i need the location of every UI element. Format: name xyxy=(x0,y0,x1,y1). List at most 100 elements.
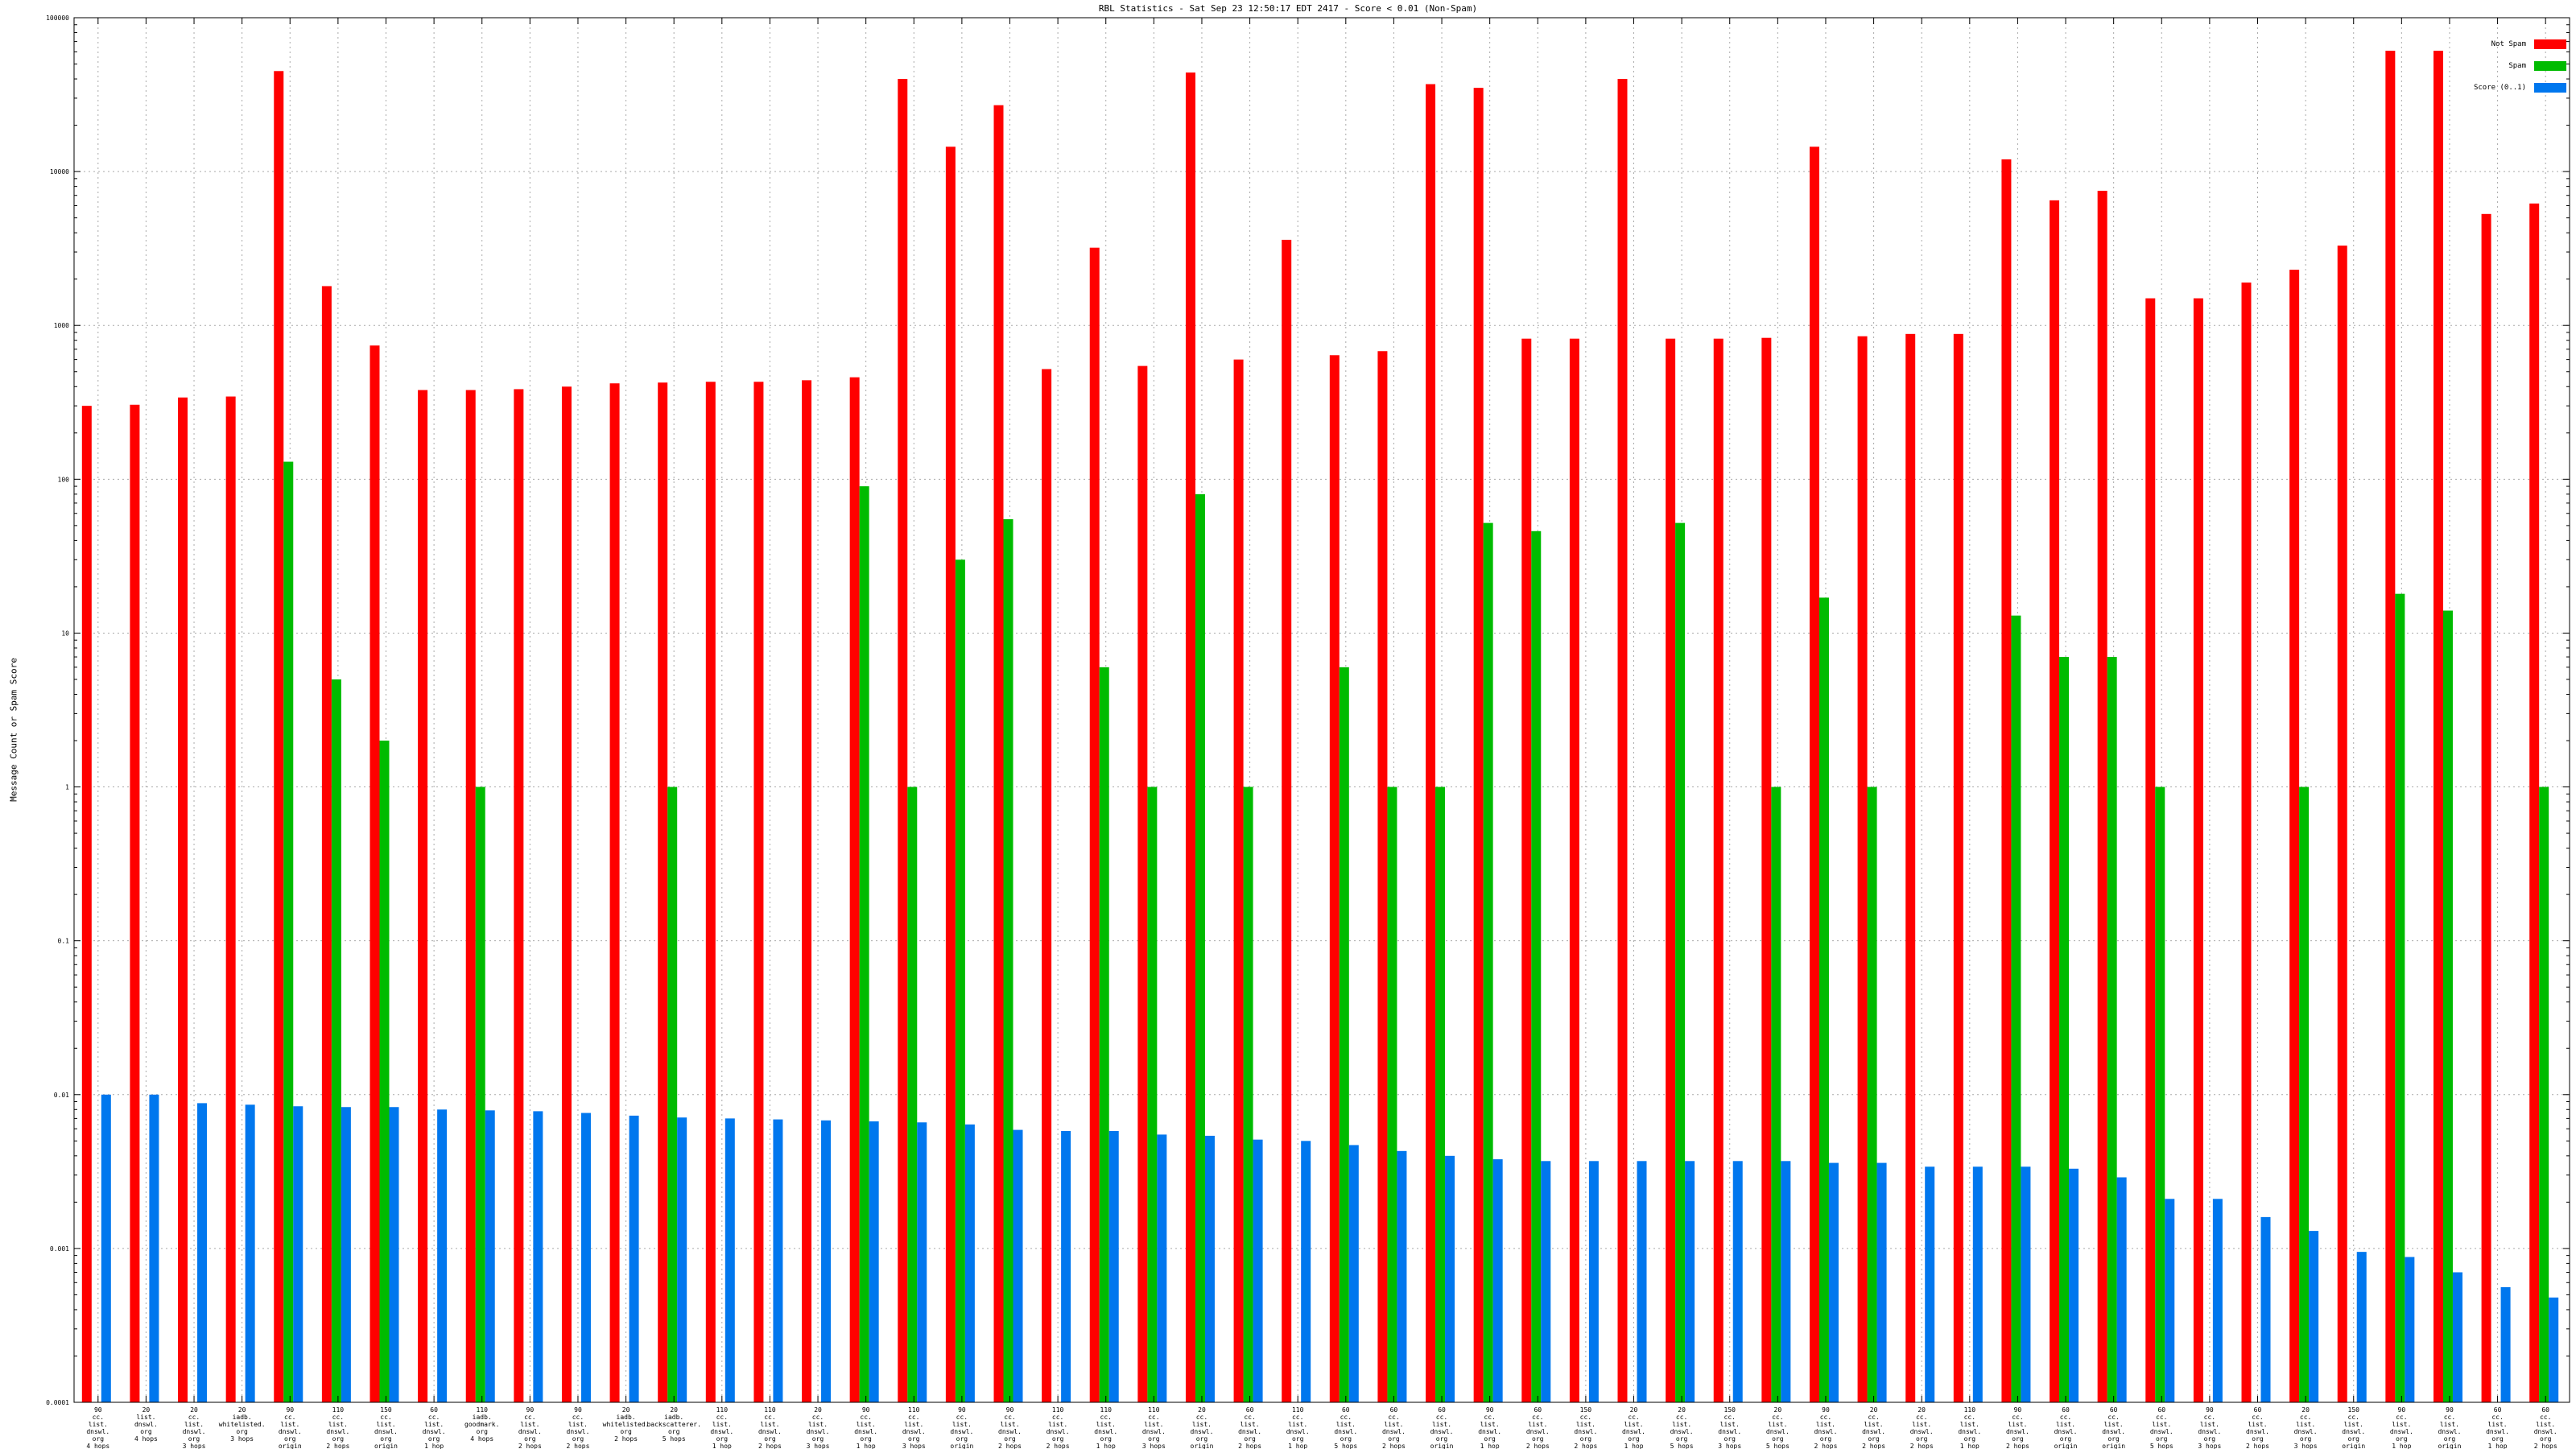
x-tick-label-line: org xyxy=(1436,1435,1448,1443)
x-tick-label-line: 2 hops xyxy=(1910,1443,1934,1449)
bar-not-spam xyxy=(2289,270,2300,1402)
x-tick-label-line: dnswl. xyxy=(1478,1428,1501,1435)
bar-score-0-1 xyxy=(1157,1134,1167,1402)
x-tick-label: 110 cc. list. dnswl. org 2 hops xyxy=(758,1406,782,1449)
x-tick-label-line: cc. xyxy=(1868,1414,1879,1421)
x-tick-label-line: 150 xyxy=(380,1406,392,1414)
x-tick-label-line: 1 hop xyxy=(857,1443,876,1449)
x-tick-label-line: org xyxy=(2444,1435,2456,1443)
x-tick-label-line: cc. xyxy=(716,1414,728,1421)
x-tick-label-line: list. xyxy=(1096,1421,1116,1428)
x-tick-label-line: dnswl. xyxy=(2054,1428,2078,1435)
x-tick-label-line: org xyxy=(1196,1435,1208,1443)
x-tick-label-line: 1 hop xyxy=(1288,1443,1307,1449)
x-tick-label-line: iadb. xyxy=(617,1414,636,1421)
bar-not-spam xyxy=(1521,338,1532,1402)
x-tick-label-line: cc. xyxy=(1916,1414,1927,1421)
x-tick-label: 90 cc. list. dnswl. org 2 hops xyxy=(518,1406,542,1449)
x-tick-label-line: org xyxy=(2300,1435,2312,1443)
x-tick-label-line: cc. xyxy=(572,1414,584,1421)
bar-score-0-1 xyxy=(1204,1135,1215,1402)
x-tick-label-line: cc. xyxy=(1004,1414,1015,1421)
chart-title: RBL Statistics - Sat Sep 23 12:50:17 EDT… xyxy=(1098,3,1478,14)
x-tick-label-line: cc. xyxy=(1052,1414,1063,1421)
x-tick-label-line: 90 xyxy=(1486,1406,1494,1414)
x-tick-label-line: org xyxy=(1004,1435,1016,1443)
y-tick-label: 0.0001 xyxy=(46,1399,69,1406)
bar-not-spam xyxy=(130,404,140,1402)
x-tick-label: 20 cc. list. dnswl. org 3 hops xyxy=(807,1406,830,1449)
x-tick-label-line: org xyxy=(332,1435,345,1443)
bar-not-spam xyxy=(1426,84,1436,1402)
x-tick-label: 60 cc. list. dnswl. org 2 hops xyxy=(2246,1406,2269,1449)
bar-not-spam xyxy=(1377,351,1388,1402)
x-tick-label-line: whitelisted. xyxy=(219,1421,266,1428)
bar-not-spam xyxy=(369,345,380,1402)
x-tick-label-line: 4 hops xyxy=(470,1435,493,1443)
x-tick-label-line: list. xyxy=(2392,1421,2411,1428)
x-tick-label: 60 cc. list. dnswl. org 2 hops xyxy=(2534,1406,2557,1449)
bar-not-spam xyxy=(321,286,332,1403)
y-tick-label: 0.01 xyxy=(54,1092,69,1099)
bar-spam xyxy=(331,679,341,1402)
bar-not-spam xyxy=(1233,359,1244,1402)
x-tick-label: 150 cc. list. dnswl. org origin xyxy=(2342,1406,2365,1449)
x-tick-label: 60 cc. list. dnswl. org 2 hops xyxy=(1238,1406,1261,1449)
legend-swatch-spam xyxy=(2534,61,2566,71)
bars xyxy=(81,51,2559,1403)
x-tick-label-line: cc. xyxy=(956,1414,968,1421)
x-tick-label-line: cc. xyxy=(2396,1414,2407,1421)
bar-spam xyxy=(1099,667,1109,1402)
x-tick-label-line: org xyxy=(93,1435,105,1443)
x-tick-label-line: list. xyxy=(280,1421,299,1428)
x-tick-label-line: list. xyxy=(89,1421,108,1428)
x-tick-label: 60 cc. list. dnswl. org 2 hops xyxy=(1526,1406,1550,1449)
x-tick-label-line: org xyxy=(1052,1435,1064,1443)
bar-not-spam xyxy=(849,377,860,1402)
bar-score-0-1 xyxy=(1301,1141,1311,1402)
x-tick-label-line: 20 xyxy=(670,1406,678,1414)
bar-not-spam xyxy=(2241,282,2252,1402)
x-tick-label-line: cc. xyxy=(1100,1414,1112,1421)
x-tick-label-line: 1 hop xyxy=(2488,1443,2508,1449)
bar-score-0-1 xyxy=(1876,1162,1887,1402)
legend-swatch-not-spam xyxy=(2534,39,2566,49)
x-tick-label-line: 2 hops xyxy=(326,1443,349,1449)
x-tick-label: 60 cc. list. dnswl. org origin xyxy=(2054,1406,2078,1449)
x-tick-label-line: 90 xyxy=(2398,1406,2406,1414)
legend-label-score: Score (0..1) xyxy=(2473,84,2526,92)
bar-score-0-1 xyxy=(2069,1168,2079,1402)
x-tick-label-line: list. xyxy=(2248,1421,2267,1428)
x-tick-label-line: 60 xyxy=(1342,1406,1350,1414)
bar-not-spam xyxy=(2481,213,2491,1402)
x-tick-label-line: cc. xyxy=(2540,1414,2551,1421)
x-tick-label-line: cc. xyxy=(1244,1414,1255,1421)
x-tick-label-line: cc. xyxy=(332,1414,344,1421)
bar-not-spam xyxy=(274,71,284,1403)
bar-spam xyxy=(1195,493,1205,1402)
x-tick-label: 20 cc. list. dnswl. org 3 hops xyxy=(183,1406,206,1449)
x-tick-label-line: origin xyxy=(1430,1443,1454,1449)
x-tick-label-line: 90 xyxy=(1822,1406,1830,1414)
bar-spam xyxy=(475,786,485,1402)
x-tick-label-line: list. xyxy=(1384,1421,1403,1428)
x-tick-label-line: dnswl. xyxy=(1430,1428,1454,1435)
x-tick-label-line: org xyxy=(188,1435,200,1443)
x-tick-label-line: iadb. xyxy=(473,1414,492,1421)
x-tick-label-line: org xyxy=(956,1435,968,1443)
x-tick-label-line: dnswl. xyxy=(807,1428,830,1435)
x-tick-label-line: 3 hops xyxy=(2294,1443,2318,1449)
x-tick-label-line: origin xyxy=(2054,1443,2078,1449)
x-tick-label-line: cc. xyxy=(1436,1414,1447,1421)
legend-swatch-score xyxy=(2534,83,2566,93)
x-tick-label-line: cc. xyxy=(1292,1414,1303,1421)
x-tick-label-line: dnswl. xyxy=(1910,1428,1934,1435)
x-tick-label-line: 150 xyxy=(1580,1406,1592,1414)
x-tick-label-line: origin xyxy=(950,1443,973,1449)
labels: 0.00010.0010.010.11101001000100001000009… xyxy=(46,14,2557,1449)
x-tick-label-line: 60 xyxy=(2062,1406,2070,1414)
x-tick-label-line: origin xyxy=(2102,1443,2125,1449)
bar-score-0-1 xyxy=(437,1109,448,1402)
x-tick-label-line: dnswl. xyxy=(1766,1428,1790,1435)
